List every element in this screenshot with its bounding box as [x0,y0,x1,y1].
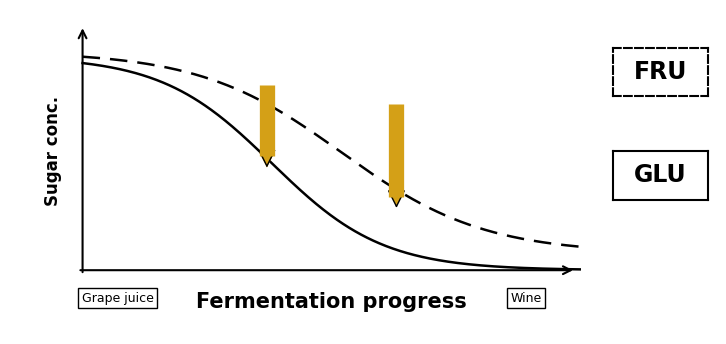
Text: Sugar conc.: Sugar conc. [44,96,62,206]
Text: FRU: FRU [634,60,688,84]
Text: Wine: Wine [510,292,542,304]
Text: Grape juice: Grape juice [81,292,153,304]
Text: GLU: GLU [635,163,687,187]
Text: Fermentation progress: Fermentation progress [196,292,467,312]
